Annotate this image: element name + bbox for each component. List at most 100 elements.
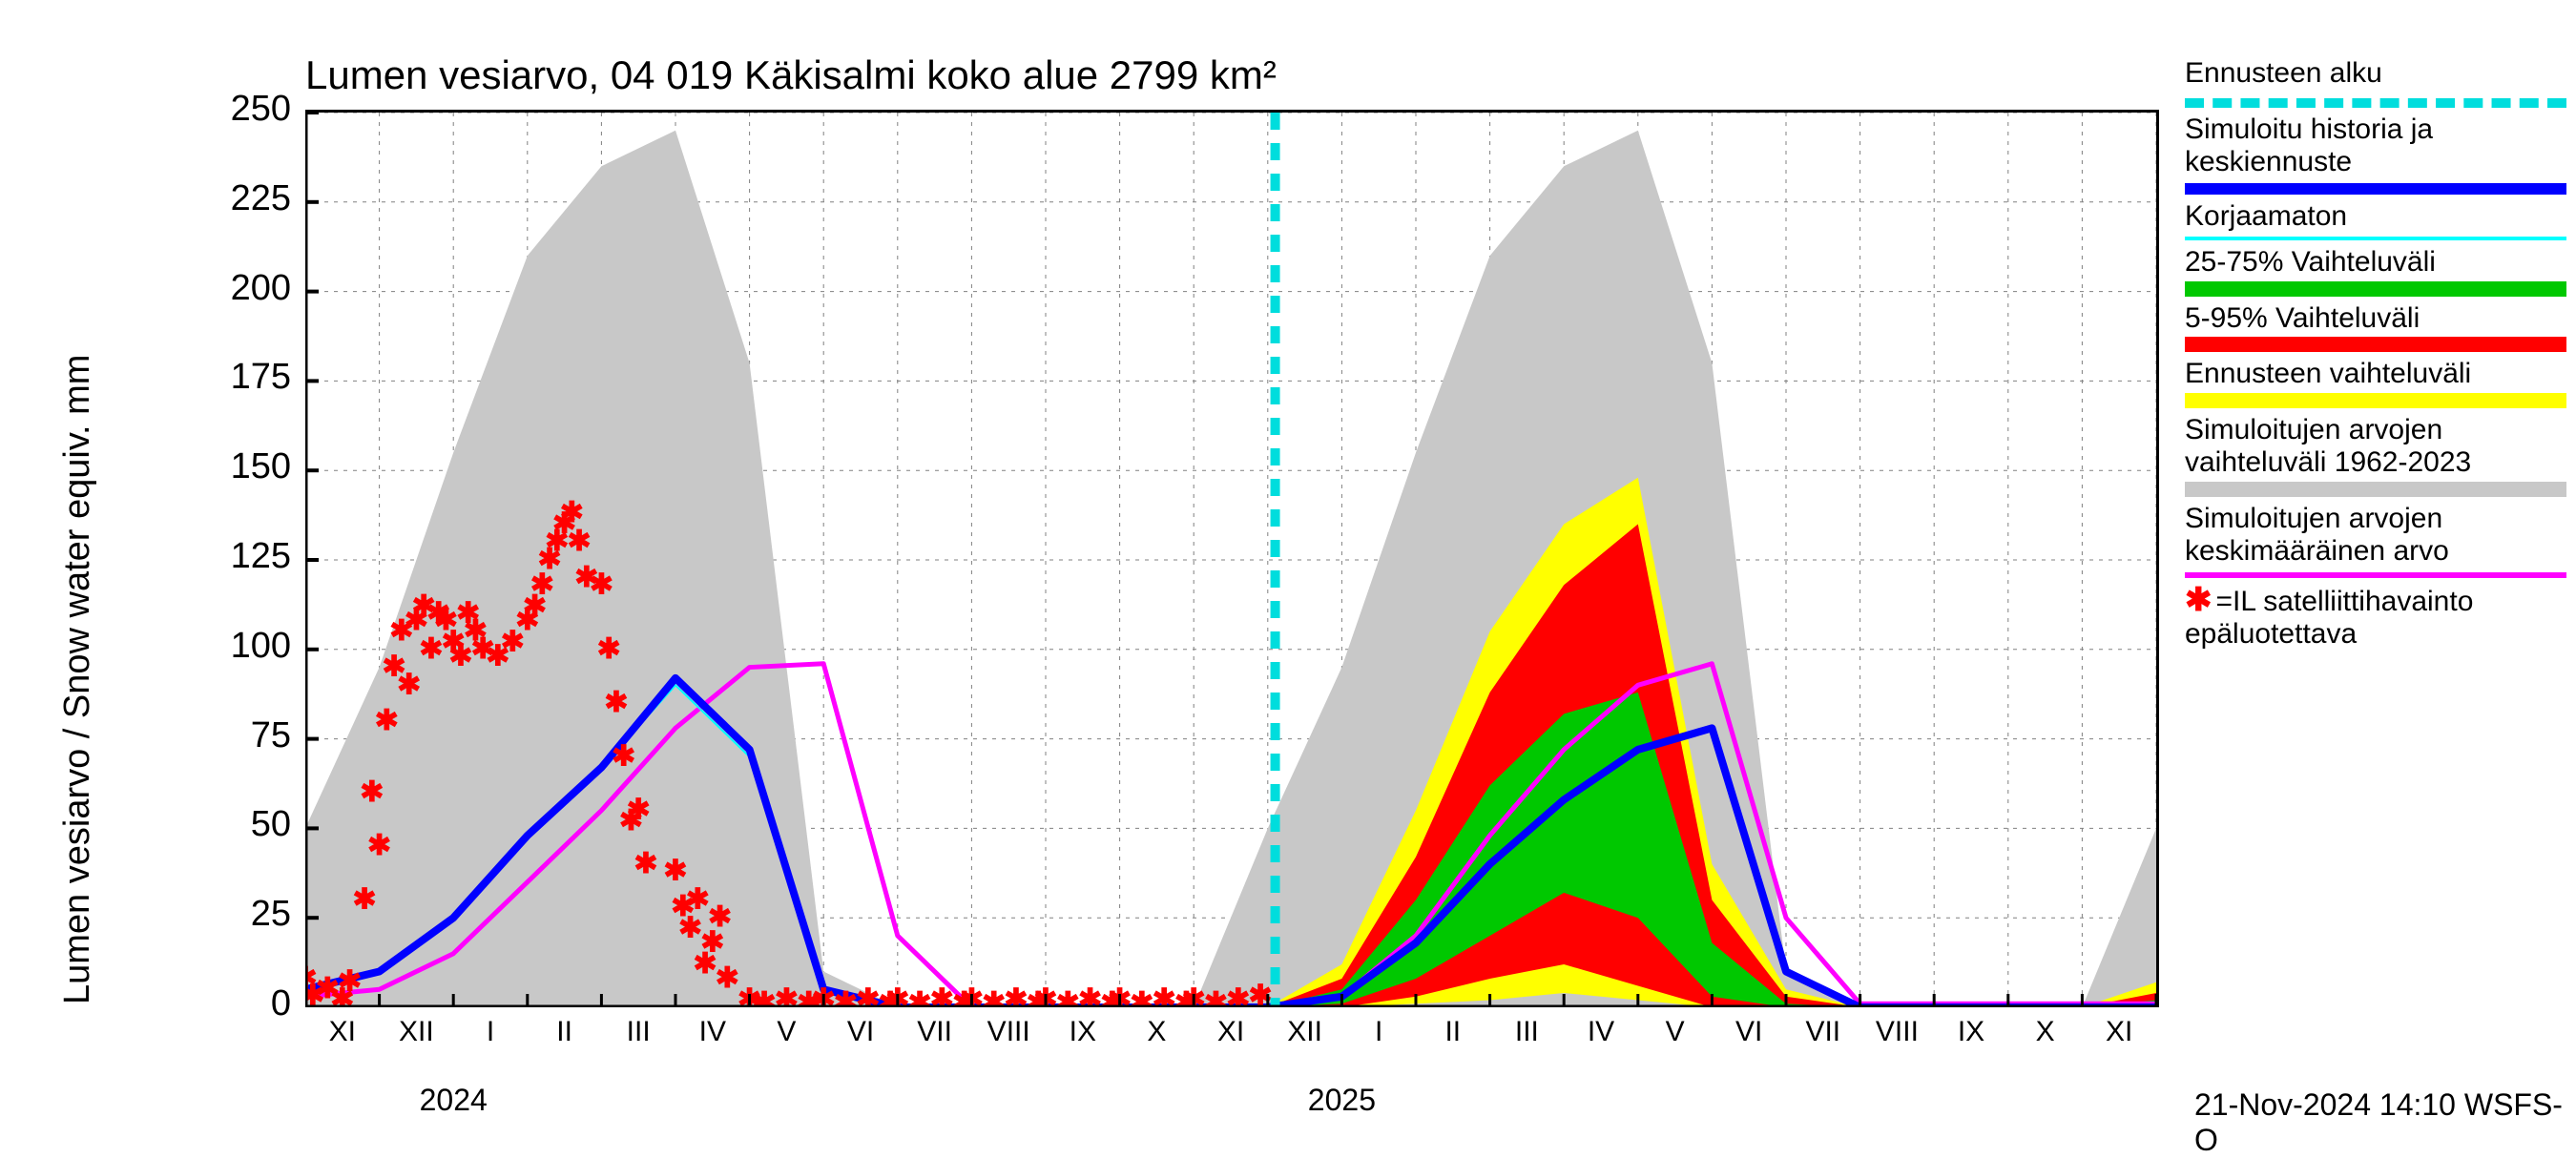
year-label: 2025 xyxy=(1308,1083,1376,1118)
svg-text:✱: ✱ xyxy=(1004,983,1028,1007)
y-tick-label: 225 xyxy=(215,178,291,219)
x-tick-label: VIII xyxy=(987,1016,1030,1048)
x-tick-label: VII xyxy=(1805,1016,1840,1048)
svg-text:✱: ✱ xyxy=(834,987,858,1007)
x-tick-label: V xyxy=(777,1016,796,1048)
x-tick-label: X xyxy=(1147,1016,1166,1048)
x-tick-label: I xyxy=(487,1016,494,1048)
legend-swatch xyxy=(2185,482,2566,497)
svg-text:✱: ✱ xyxy=(367,830,391,861)
y-tick-label: 150 xyxy=(215,446,291,487)
x-tick-label: V xyxy=(1666,1016,1685,1048)
legend-label: Ennusteen alku xyxy=(2185,57,2566,91)
legend-item: Simuloitujen arvojen vaihteluväli 1962-2… xyxy=(2185,414,2566,497)
svg-text:✱: ✱ xyxy=(360,776,384,808)
year-label: 2024 xyxy=(420,1083,488,1118)
legend-swatch xyxy=(2185,572,2566,578)
svg-text:✱: ✱ xyxy=(908,987,932,1007)
svg-text:✱: ✱ xyxy=(353,883,377,915)
legend-item: Ennusteen vaihteluväli xyxy=(2185,358,2566,408)
legend-swatch xyxy=(2185,281,2566,297)
legend-swatch xyxy=(2185,98,2566,108)
x-tick-label: XII xyxy=(1287,1016,1322,1048)
svg-text:✱: ✱ xyxy=(775,983,799,1007)
svg-text:✱: ✱ xyxy=(982,987,1006,1007)
svg-text:✱: ✱ xyxy=(1078,983,1102,1007)
svg-text:✱: ✱ xyxy=(1130,987,1153,1007)
y-tick-label: 75 xyxy=(215,715,291,756)
x-tick-label: II xyxy=(556,1016,572,1048)
svg-text:✱: ✱ xyxy=(597,633,621,665)
chart-title: Lumen vesiarvo, 04 019 Käkisalmi koko al… xyxy=(305,52,1277,98)
x-tick-label: IX xyxy=(1958,1016,1984,1048)
x-tick-label: III xyxy=(627,1016,651,1048)
legend-label: Ennusteen vaihteluväli xyxy=(2185,358,2566,391)
svg-text:✱: ✱ xyxy=(590,569,613,600)
svg-text:✱: ✱ xyxy=(560,497,584,528)
svg-text:✱: ✱ xyxy=(708,901,732,933)
legend: Ennusteen alku Simuloitu historia ja kesk… xyxy=(2185,57,2566,657)
legend-item: Simuloitu historia ja keskiennuste xyxy=(2185,114,2566,195)
svg-text:✱: ✱ xyxy=(634,848,657,879)
x-tick-label: II xyxy=(1444,1016,1461,1048)
y-tick-label: 50 xyxy=(215,804,291,845)
x-tick-label: XI xyxy=(2106,1016,2132,1048)
legend-item: 25-75% Vaihteluväli xyxy=(2185,246,2566,297)
svg-text:✱: ✱ xyxy=(419,633,443,665)
svg-text:✱: ✱ xyxy=(568,526,592,557)
svg-text:✱: ✱ xyxy=(716,962,739,994)
x-tick-label: VI xyxy=(847,1016,874,1048)
x-tick-label: IV xyxy=(1588,1016,1614,1048)
legend-item: Ennusteen alku xyxy=(2185,57,2566,108)
svg-text:✱: ✱ xyxy=(375,705,399,736)
legend-label: =IL satelliittihavainto epäluotettava xyxy=(2185,586,2473,651)
x-tick-label: XII xyxy=(399,1016,434,1048)
y-tick-label: 125 xyxy=(215,536,291,577)
legend-swatch xyxy=(2185,393,2566,408)
x-tick-label: III xyxy=(1515,1016,1539,1048)
x-tick-label: X xyxy=(2036,1016,2055,1048)
svg-text:✱: ✱ xyxy=(678,912,702,943)
svg-text:✱: ✱ xyxy=(930,983,954,1007)
y-tick-label: 250 xyxy=(215,89,291,130)
y-tick-label: 175 xyxy=(215,357,291,398)
x-tick-label: IV xyxy=(699,1016,726,1048)
plot-svg: ✱✱✱✱✱✱✱✱✱✱✱✱✱✱✱✱✱✱✱✱✱✱✱✱✱✱✱✱✱✱✱✱✱✱✱✱✱✱✱✱… xyxy=(305,113,2156,1007)
legend-swatch xyxy=(2185,183,2566,195)
legend-swatch xyxy=(2185,337,2566,352)
svg-text:✱: ✱ xyxy=(397,669,421,700)
svg-text:✱: ✱ xyxy=(627,795,651,826)
footer-timestamp: 21-Nov-2024 14:10 WSFS-O xyxy=(2194,1087,2576,1158)
x-tick-label: VI xyxy=(1735,1016,1762,1048)
y-tick-label: 100 xyxy=(215,626,291,667)
x-tick-label: IX xyxy=(1070,1016,1096,1048)
y-tick-label: 25 xyxy=(215,894,291,935)
legend-item: 5-95% Vaihteluväli xyxy=(2185,302,2566,353)
svg-text:✱: ✱ xyxy=(604,687,628,718)
legend-marker-icon: ✱ xyxy=(2185,584,2212,616)
svg-text:✱: ✱ xyxy=(338,966,362,998)
svg-text:✱: ✱ xyxy=(686,883,710,915)
legend-label: 25-75% Vaihteluväli xyxy=(2185,246,2566,279)
y-axis-label: Lumen vesiarvo / Snow water equiv. mm xyxy=(57,355,98,1004)
legend-item: Simuloitujen arvojen keskimääräinen arvo xyxy=(2185,503,2566,578)
legend-label: Korjaamaton xyxy=(2185,200,2566,234)
legend-label: Simuloitujen arvojen keskimääräinen arvo xyxy=(2185,503,2566,569)
x-tick-label: I xyxy=(1375,1016,1382,1048)
svg-text:✱: ✱ xyxy=(612,740,635,772)
x-tick-label: XI xyxy=(329,1016,356,1048)
legend-item: ✱=IL satelliittihavainto epäluotettava xyxy=(2185,584,2566,651)
svg-text:✱: ✱ xyxy=(1056,987,1080,1007)
y-tick-label: 200 xyxy=(215,268,291,309)
legend-swatch xyxy=(2185,237,2566,240)
x-tick-label: VIII xyxy=(1876,1016,1919,1048)
legend-label: Simuloitu historia ja keskiennuste xyxy=(2185,114,2566,179)
legend-label: Simuloitujen arvojen vaihteluväli 1962-2… xyxy=(2185,414,2566,480)
legend-label: 5-95% Vaihteluväli xyxy=(2185,302,2566,336)
x-tick-label: VII xyxy=(917,1016,952,1048)
plot-area: ✱✱✱✱✱✱✱✱✱✱✱✱✱✱✱✱✱✱✱✱✱✱✱✱✱✱✱✱✱✱✱✱✱✱✱✱✱✱✱✱… xyxy=(305,110,2159,1007)
svg-text:✱: ✱ xyxy=(1204,987,1228,1007)
y-tick-label: 0 xyxy=(215,983,291,1024)
svg-text:✱: ✱ xyxy=(663,855,687,886)
svg-text:✱: ✱ xyxy=(753,987,777,1007)
